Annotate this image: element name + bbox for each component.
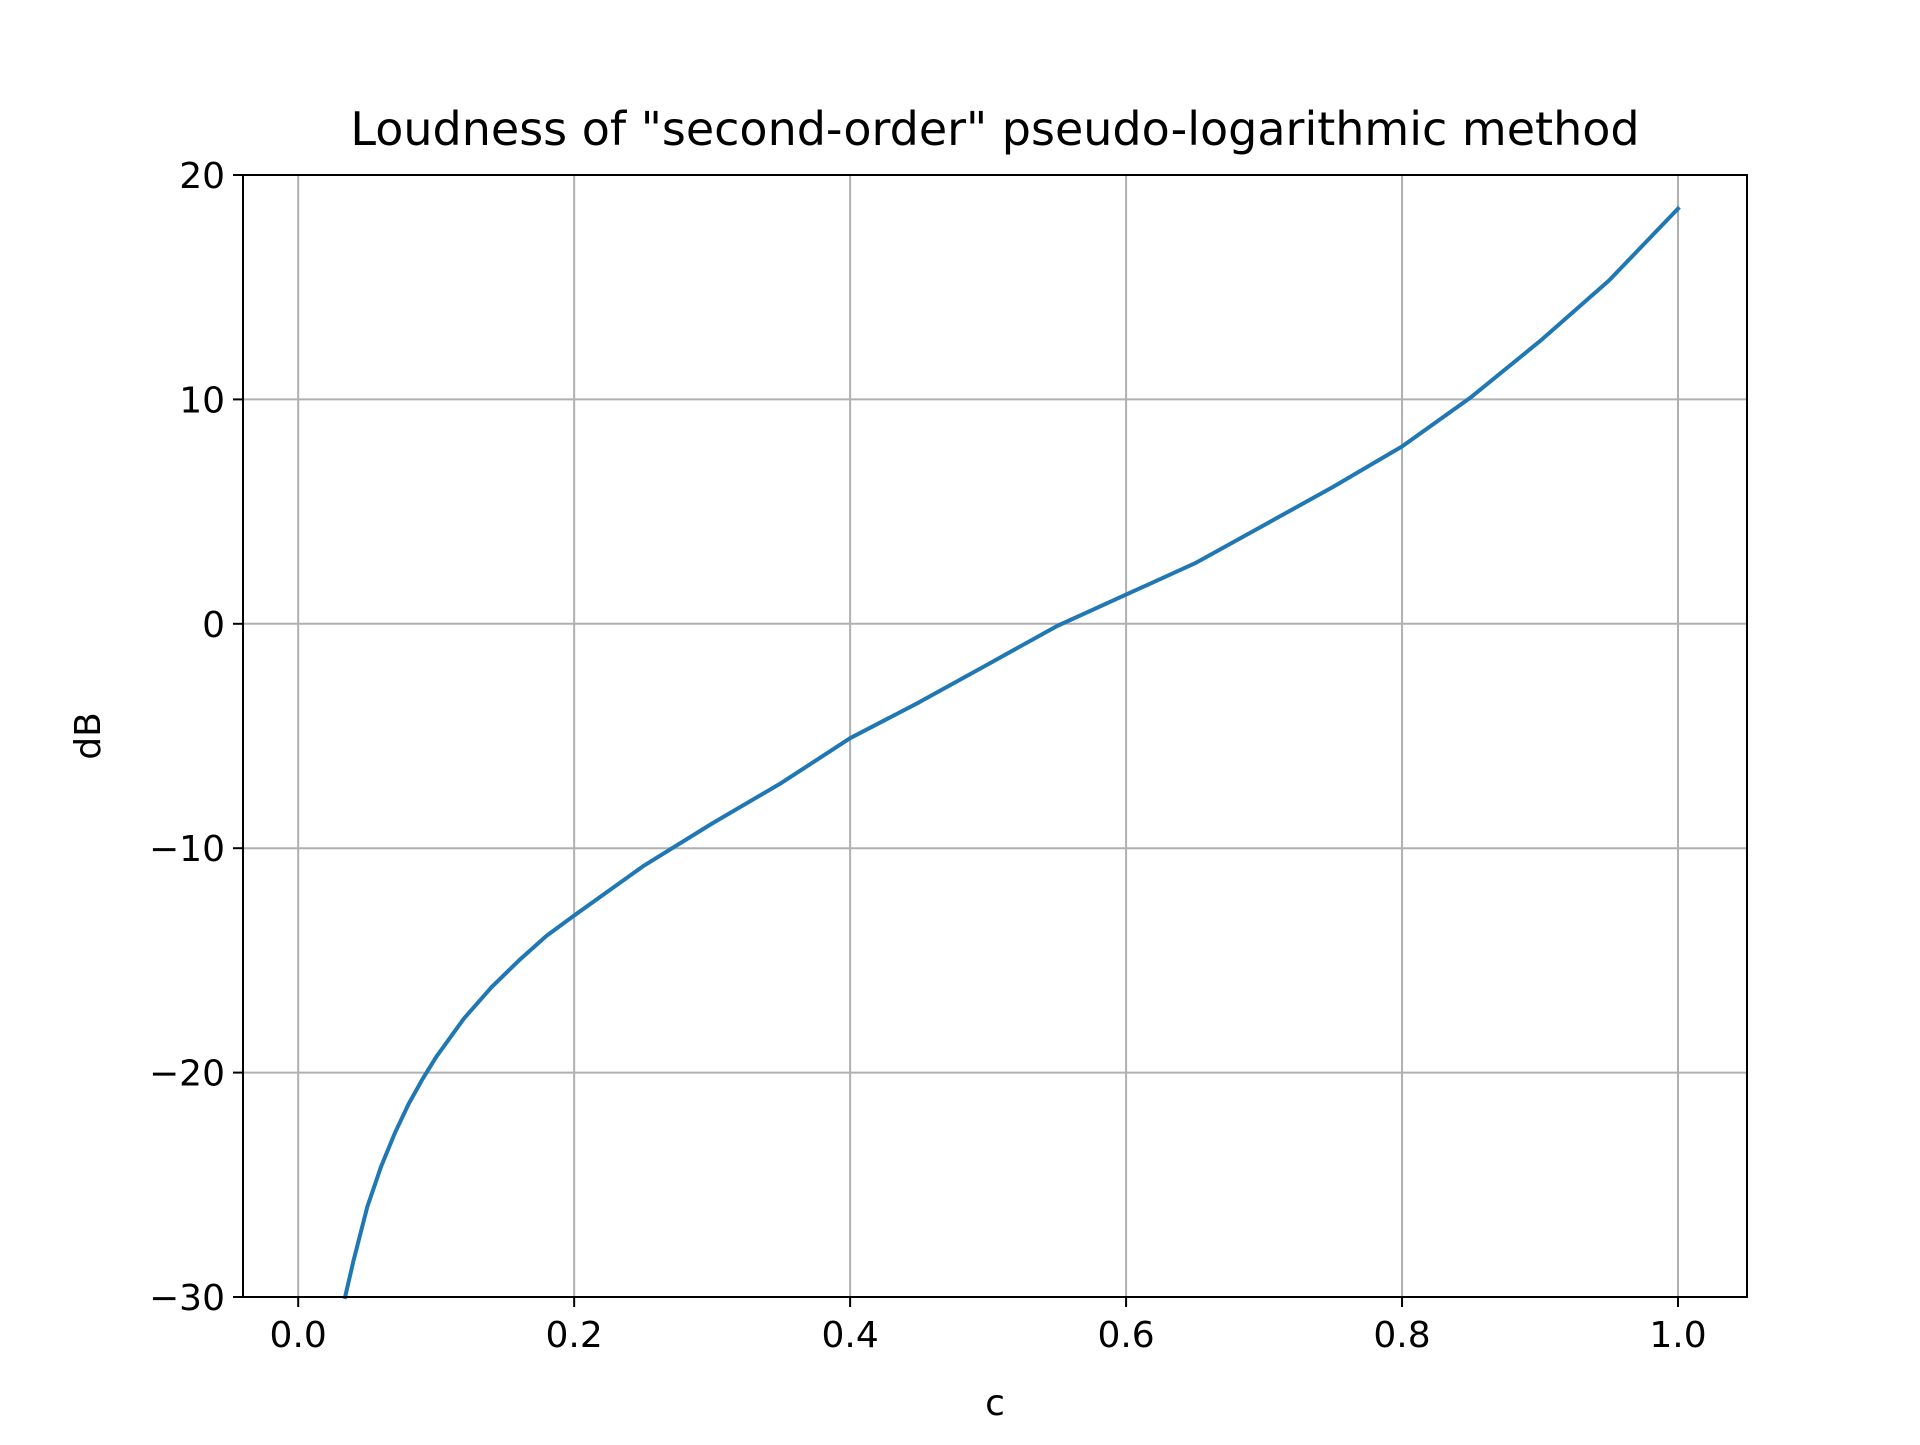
grid [243, 174, 1747, 1298]
ticks: 0.0 0.2 0.4 0.6 0.8 1.0 −30 −20 −10 0 10 20 [149, 156, 1707, 1356]
x-tick-label: 0.0 [270, 1315, 327, 1356]
y-axis-label: dB [68, 712, 109, 760]
x-tick-label: 0.4 [821, 1315, 878, 1356]
x-tick-label: 1.0 [1649, 1315, 1706, 1356]
series-line-0 [342, 205, 1681, 1300]
series-layer [342, 205, 1681, 1300]
x-tick-label: 0.8 [1373, 1315, 1430, 1356]
x-tick-label: 0.2 [546, 1315, 603, 1356]
y-tick-label: −30 [149, 1278, 225, 1319]
x-axis-label: c [985, 1383, 1005, 1424]
y-tick-label: −20 [149, 1054, 225, 1095]
plot-frame [242, 174, 1748, 1298]
x-tick-label: 0.6 [1097, 1315, 1154, 1356]
y-tick-label: 20 [179, 156, 225, 197]
chart-title: Loudness of "second-order" pseudo-logari… [350, 102, 1639, 156]
y-tick-label: 10 [179, 380, 225, 421]
y-tick-label: 0 [202, 605, 225, 646]
y-tick-label: −10 [149, 829, 225, 870]
